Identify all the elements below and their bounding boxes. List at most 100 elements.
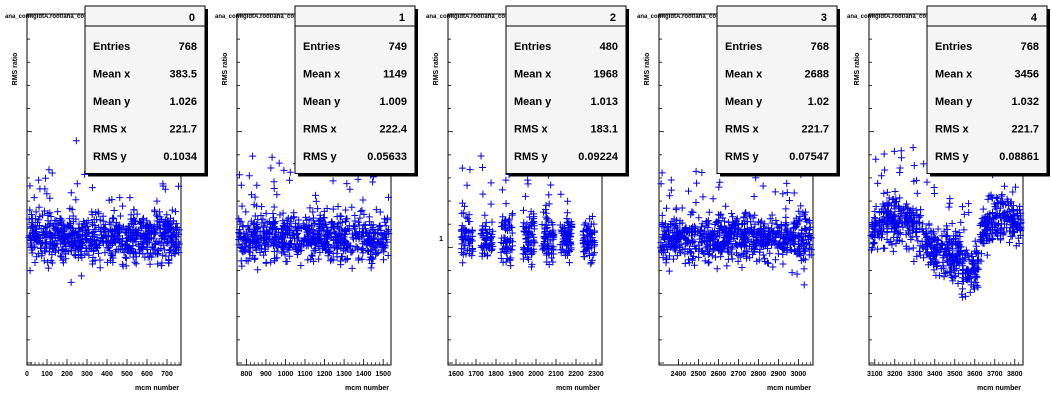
- data-point: [101, 221, 109, 229]
- data-point: [465, 236, 473, 244]
- data-point: [137, 235, 145, 243]
- data-point: [301, 235, 309, 243]
- data-point: [88, 211, 96, 219]
- pad-title: ana_configIdtA.root/ana_configIdC.root: [215, 14, 328, 20]
- data-point: [303, 230, 311, 238]
- data-point: [543, 215, 551, 223]
- stats-label: Mean y: [93, 96, 131, 108]
- data-point: [28, 219, 36, 227]
- data-point: [565, 259, 573, 267]
- data-point: [768, 219, 776, 227]
- data-point: [47, 241, 55, 249]
- data-point: [45, 221, 53, 229]
- data-point: [168, 237, 176, 245]
- data-point: [57, 253, 65, 261]
- data-point: [880, 189, 888, 197]
- data-point: [159, 251, 167, 259]
- data-point: [507, 262, 515, 270]
- x-tick-label: 3800: [1007, 371, 1023, 378]
- data-point: [36, 213, 44, 221]
- data-point: [132, 260, 140, 268]
- data-point: [344, 225, 352, 233]
- data-point: [458, 227, 466, 235]
- data-point: [759, 182, 767, 190]
- data-point: [154, 213, 162, 221]
- data-point: [88, 184, 96, 192]
- data-point: [369, 228, 377, 236]
- data-point: [156, 218, 164, 226]
- data-point: [267, 164, 275, 172]
- data-point: [122, 262, 130, 270]
- stats-value: 1.026: [169, 96, 197, 108]
- data-point: [468, 226, 476, 234]
- data-point: [150, 206, 158, 214]
- data-point: [110, 238, 118, 246]
- data-point: [317, 214, 325, 222]
- data-point: [279, 234, 287, 242]
- data-point: [329, 205, 337, 213]
- data-point: [161, 236, 169, 244]
- data-point: [251, 212, 259, 220]
- stats-label: Mean y: [935, 96, 973, 108]
- data-point: [330, 228, 338, 236]
- data-point: [315, 255, 323, 263]
- data-point: [585, 250, 593, 258]
- data-point: [342, 217, 350, 225]
- data-point: [72, 137, 80, 145]
- data-point: [705, 232, 713, 240]
- data-point: [146, 221, 154, 229]
- data-point: [124, 233, 132, 241]
- data-point: [673, 252, 681, 260]
- data-point: [377, 226, 385, 234]
- data-point: [527, 220, 535, 228]
- data-point: [685, 187, 693, 195]
- data-point: [285, 225, 293, 233]
- data-point: [253, 235, 261, 243]
- data-point: [44, 217, 52, 225]
- data-point: [71, 252, 79, 260]
- data-point: [334, 203, 342, 211]
- stats-value: 383.5: [169, 69, 197, 81]
- data-point: [662, 204, 670, 212]
- data-point: [59, 259, 67, 267]
- data-point: [715, 211, 723, 219]
- data-point: [564, 231, 572, 239]
- data-point: [881, 166, 889, 174]
- x-axis-label: mcm number: [135, 385, 179, 392]
- data-point: [334, 237, 342, 245]
- data-point: [558, 226, 566, 234]
- data-point: [294, 224, 302, 232]
- data-point: [147, 227, 155, 235]
- data-point: [270, 203, 278, 211]
- data-point: [783, 179, 791, 187]
- data-point: [776, 239, 784, 247]
- data-point: [384, 251, 392, 259]
- data-point: [37, 245, 45, 253]
- data-point: [479, 163, 487, 171]
- data-point: [585, 227, 593, 235]
- data-point: [523, 253, 531, 261]
- data-point: [27, 243, 35, 251]
- histogram-pad-3: ana_configIdtA.root/ana_configIdC.root RM…: [637, 5, 840, 392]
- data-point: [316, 249, 324, 257]
- data-point: [127, 211, 135, 219]
- data-point: [897, 154, 905, 162]
- data-point: [311, 245, 319, 253]
- data-point: [520, 227, 528, 235]
- data-point: [943, 226, 951, 234]
- data-point: [897, 147, 905, 155]
- x-axis-label: mcm number: [977, 385, 1021, 392]
- data-point: [302, 235, 310, 243]
- data-point: [909, 144, 917, 152]
- data-point: [522, 231, 530, 239]
- pad-title: ana_configIdtA.root/ana_configIdC.root: [5, 14, 118, 20]
- data-point: [128, 220, 136, 228]
- data-point: [505, 217, 513, 225]
- data-point: [37, 224, 45, 232]
- data-point: [930, 184, 938, 192]
- data-point: [237, 218, 245, 226]
- stats-box-frame: [505, 5, 627, 174]
- data-point: [538, 221, 546, 229]
- data-point: [119, 202, 127, 210]
- data-point: [103, 232, 111, 240]
